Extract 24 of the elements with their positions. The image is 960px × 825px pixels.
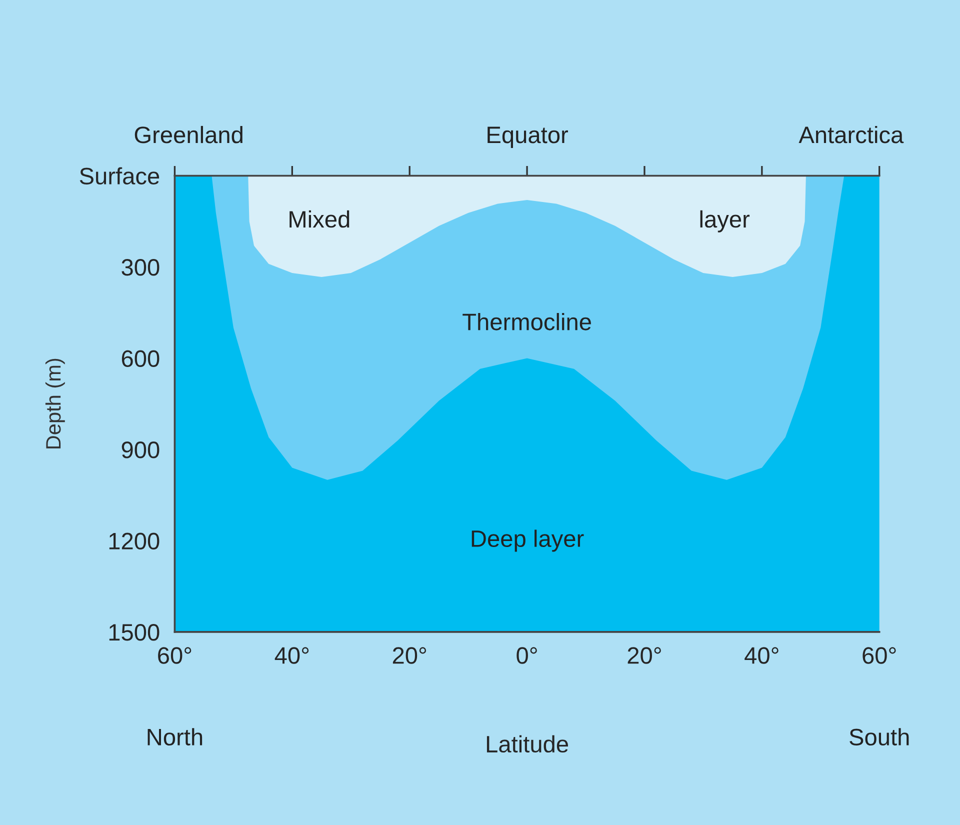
x-tick-label: 60° <box>158 647 192 664</box>
x-tick-label: 0° <box>516 647 537 664</box>
y-tick-label: 1500 <box>109 624 160 641</box>
text: Equator <box>488 126 568 148</box>
text: Greenland <box>134 126 242 144</box>
x-tick-label: 40° <box>744 647 778 664</box>
text: South <box>850 728 909 746</box>
text: Antarctica <box>798 126 904 144</box>
annotation: Thermocline <box>462 312 591 330</box>
annotation: Mixed <box>290 210 350 228</box>
y-tick-label: Surface <box>80 167 160 185</box>
annotation: layer <box>700 210 750 232</box>
x-tick-label: 20° <box>392 647 426 664</box>
y-tick-label: 900 <box>122 442 160 458</box>
x-tick-label: 40° <box>274 647 309 664</box>
y-axis-title: Depth (m) <box>45 358 65 448</box>
y-tick-label: 1200 <box>109 532 160 550</box>
x-tick-label: 20° <box>628 647 661 664</box>
y-tick-label: 600 <box>122 350 160 368</box>
annotation: Deep layer <box>472 530 584 552</box>
text: North <box>148 728 202 746</box>
x-axis-title: Latitude <box>486 735 568 753</box>
x-tick-label: 60° <box>862 647 896 664</box>
y-tick-label: 300 <box>122 259 160 276</box>
